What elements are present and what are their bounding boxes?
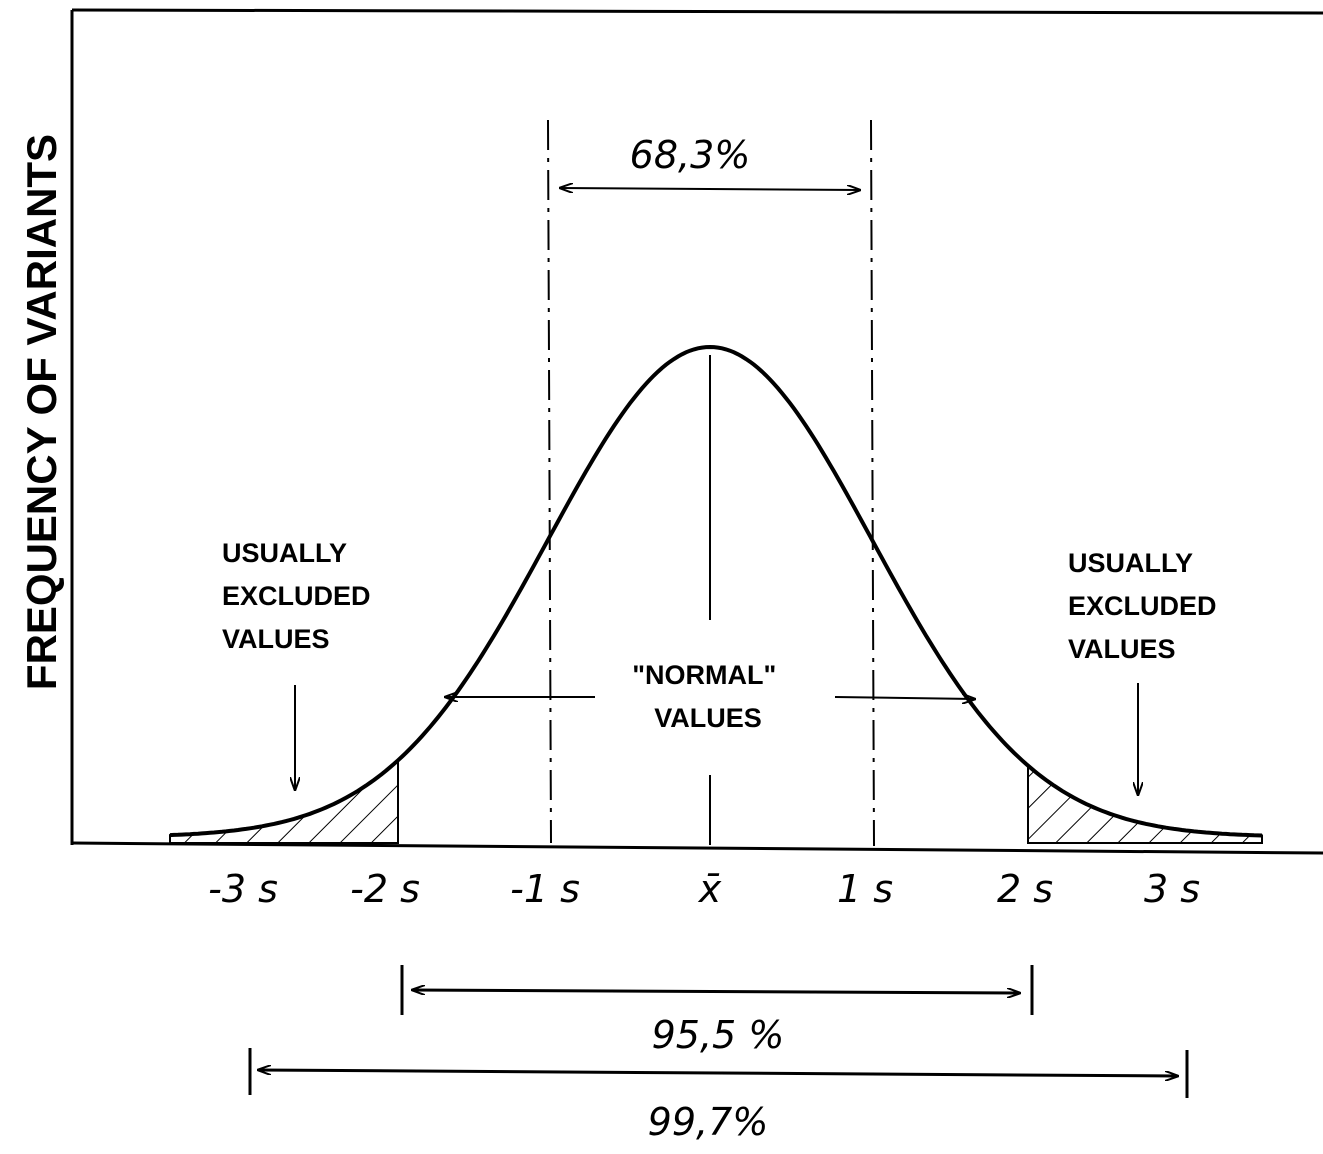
three-sigma-arrow <box>258 1070 1178 1076</box>
minus-1s-line <box>547 119 552 844</box>
normal-values: "NORMAL" VALUES <box>632 660 784 733</box>
normal-right-arrow <box>834 697 975 699</box>
one-sigma-label: 68,3% <box>630 133 751 177</box>
plus-1s-line <box>870 119 875 847</box>
left-excluded: USUALLY EXCLUDED VALUES <box>222 538 378 654</box>
two-sigma-label: 95,5 % <box>652 1013 785 1057</box>
three-sigma-label: 99,7% <box>648 1100 769 1144</box>
x-label: -2 s <box>350 867 420 911</box>
x-label: x̄ <box>698 867 722 911</box>
top-border <box>71 8 1323 15</box>
x-label: -3 s <box>208 867 278 911</box>
right-excluded: USUALLY EXCLUDED VALUES <box>1068 548 1224 664</box>
x-label: 3 s <box>1144 867 1200 911</box>
x-labels: -3 s -2 s -1 s x̄ 1 s 2 s 3 s <box>208 867 1200 911</box>
x-label: -1 s <box>510 867 580 911</box>
x-label: 2 s <box>997 867 1053 911</box>
right-tail <box>1027 763 1263 844</box>
one-sigma-arrow <box>560 188 860 190</box>
two-sigma-arrow <box>412 990 1020 993</box>
left-tail <box>169 758 399 844</box>
x-axis <box>71 841 1323 855</box>
bell-curve <box>169 344 1263 838</box>
x-label: 1 s <box>837 867 893 911</box>
y-axis-label: FREQUENCY OF VARIANTS <box>18 134 65 690</box>
